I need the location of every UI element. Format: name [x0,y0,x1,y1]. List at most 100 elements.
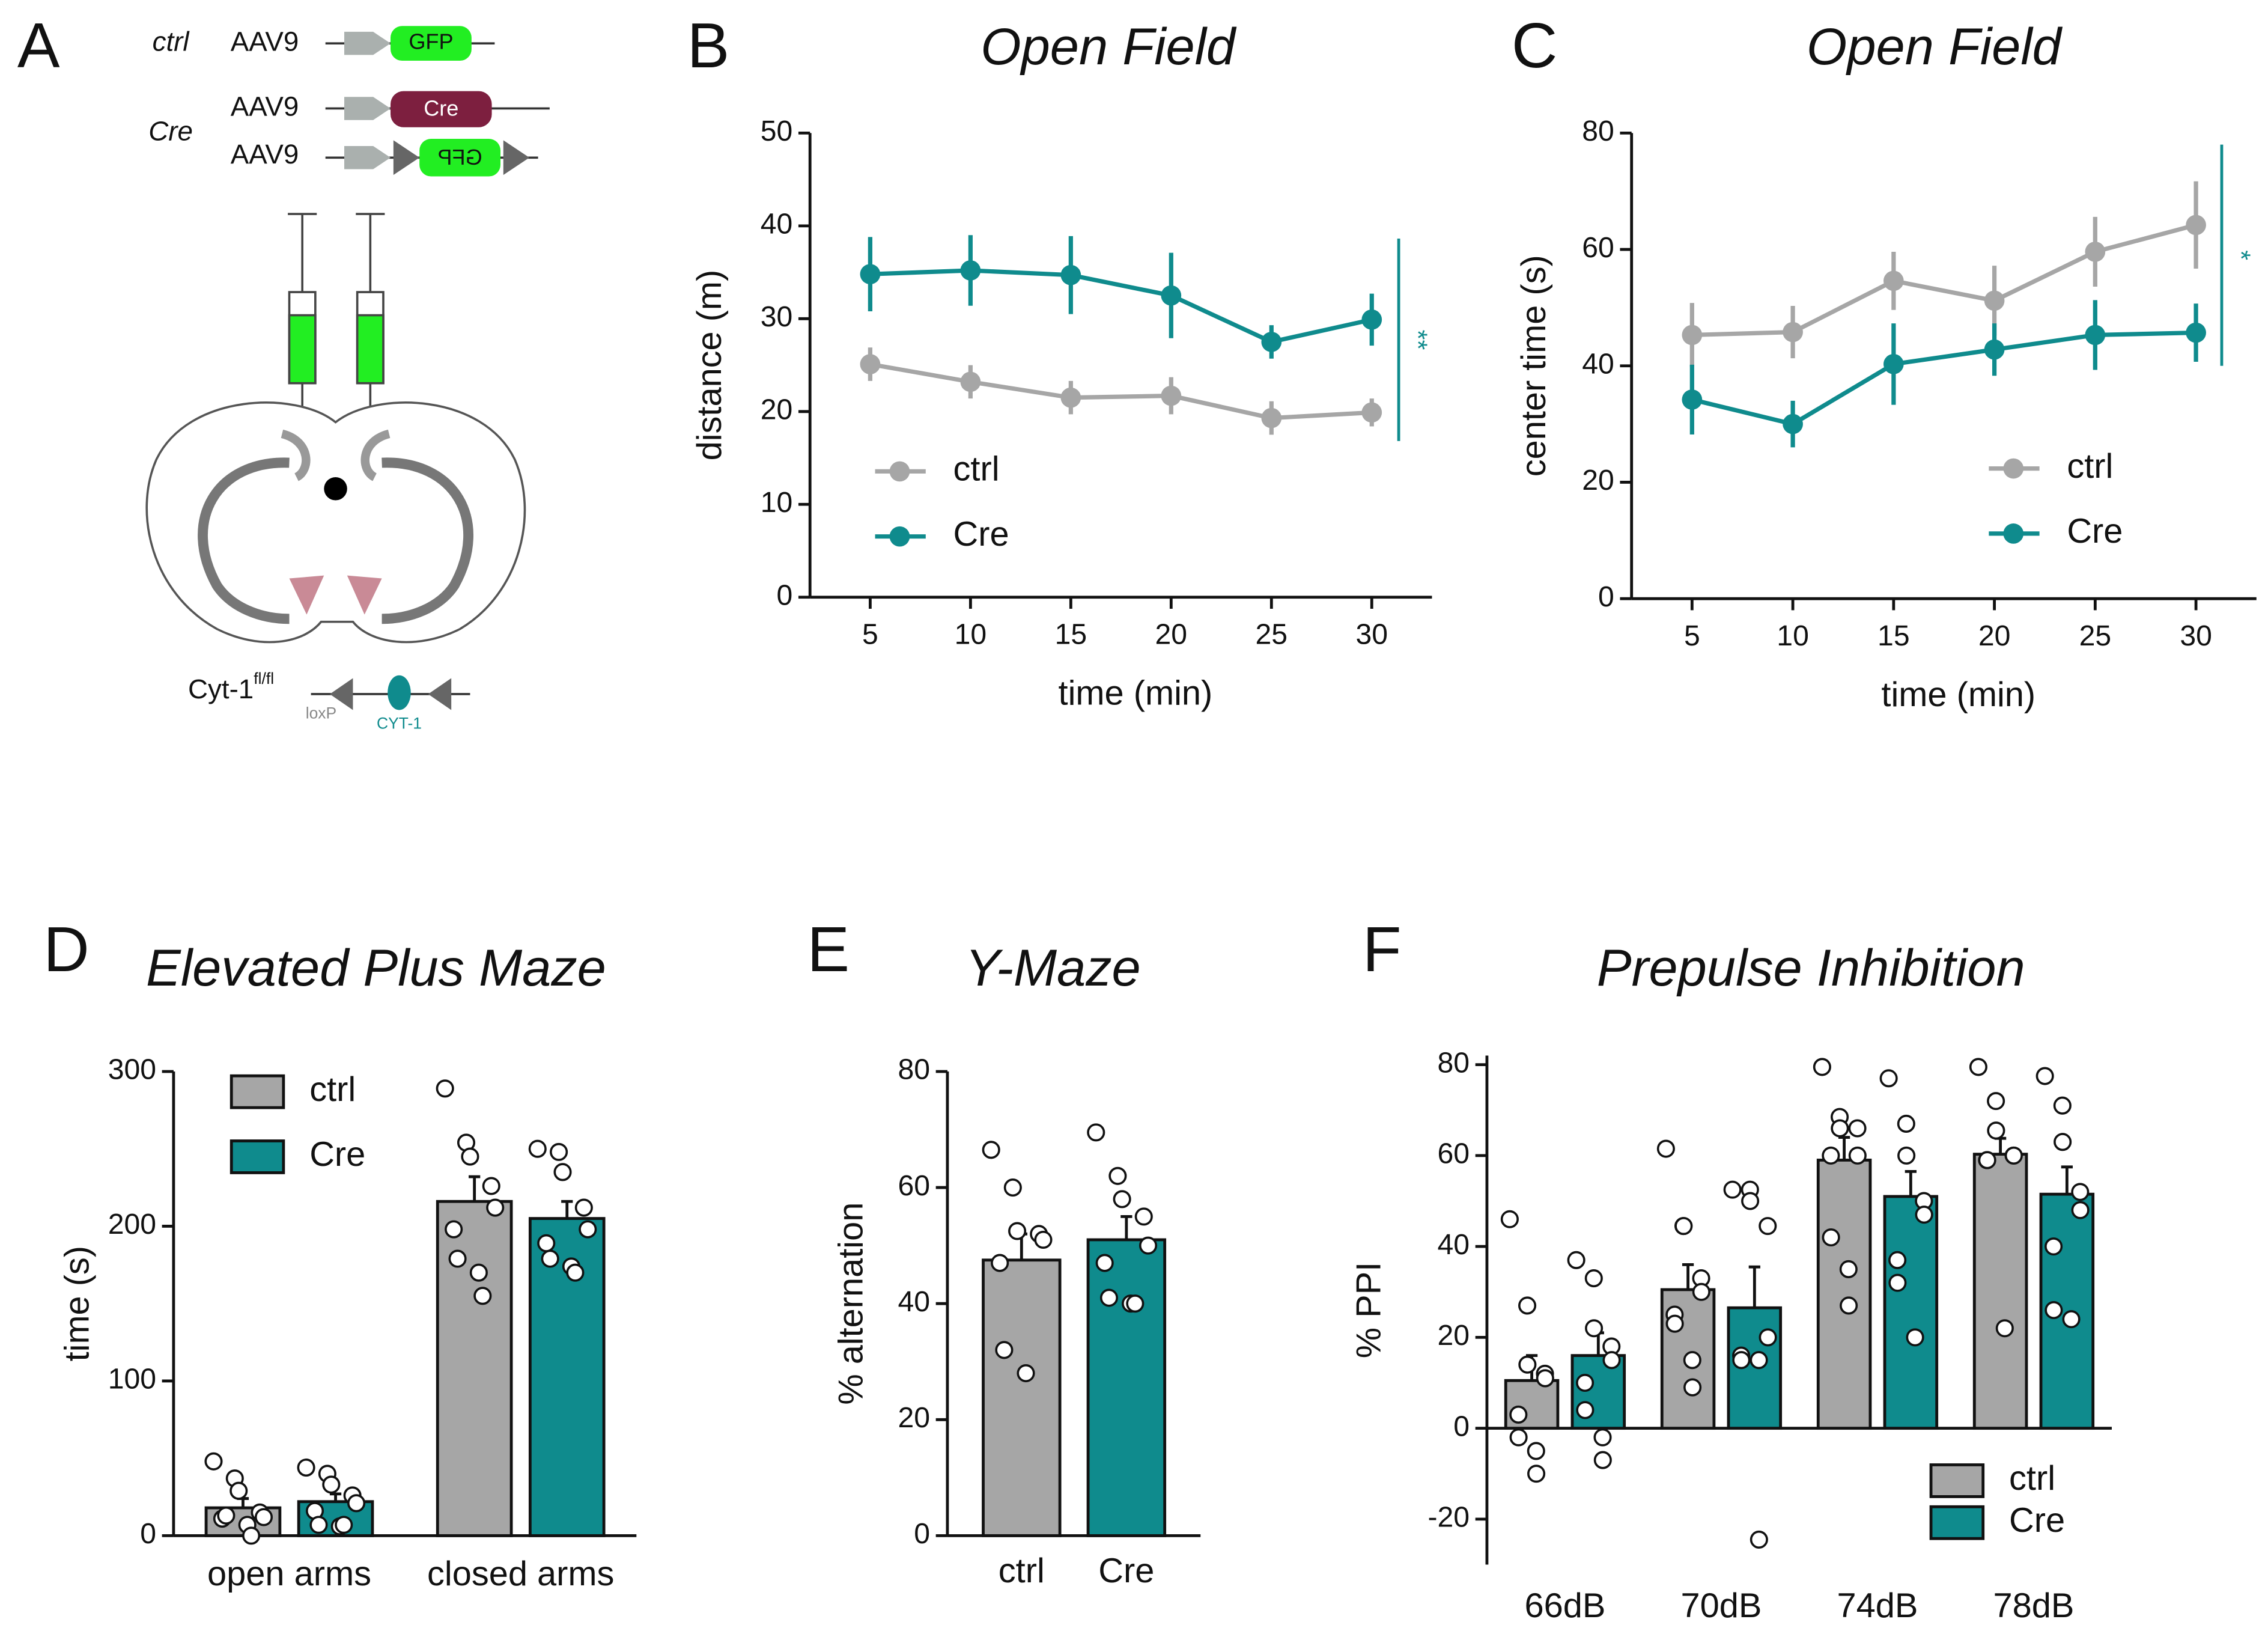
ventricle [281,429,391,481]
individual-point [473,1287,492,1305]
individual-point [1536,1369,1554,1388]
individual-point [1831,1119,1849,1138]
individual-point [1987,1092,2005,1111]
x-tick-label: 15 [1877,620,1910,652]
data-point [1261,407,1282,428]
individual-point [1995,1319,2014,1338]
individual-point [322,1475,341,1494]
individual-point [1888,1251,1907,1269]
individual-point [566,1263,585,1282]
bar [1086,1238,1167,1537]
individual-point [1822,1228,1840,1247]
y-tick-label: 40 [761,208,793,240]
individual-point [469,1263,488,1282]
chart-title: Y-Maze [965,939,1141,997]
promoter [344,97,391,120]
individual-point [448,1249,467,1268]
individual-point [1008,1222,1027,1240]
target-region [289,575,382,615]
y-tick-label: 0 [914,1517,930,1550]
individual-point [982,1141,1000,1159]
category-label: open arms [207,1555,371,1593]
individual-point [1813,1058,1831,1076]
y-tick-label: 10 [761,486,793,519]
bar [528,1217,606,1537]
series-line [870,268,1373,344]
individual-point [995,1341,1014,1359]
legend-label: Cre [309,1135,365,1174]
panel-letter: B [687,10,730,81]
y-axis-label: distance (m) [690,270,729,461]
individual-point [1576,1373,1595,1392]
individual-point [2035,1067,2054,1085]
data-point [1161,385,1182,406]
individual-point [1099,1288,1118,1307]
category-label: 66dB [1524,1587,1605,1625]
individual-point [1602,1351,1621,1370]
individual-point [1003,1178,1022,1197]
y-axis-label: center time (s) [1515,255,1553,477]
individual-point [1978,1151,1996,1169]
y-tick-label: 60 [898,1169,930,1202]
loxp-site [393,140,420,175]
individual-point [1759,1217,1777,1236]
y-tick-label: 80 [898,1053,930,1086]
bar [436,1200,513,1537]
data-point [1682,389,1703,410]
individual-point [1840,1296,1858,1315]
individual-point [2004,1146,2023,1165]
individual-point [1585,1319,1604,1338]
data-point [1261,332,1282,352]
x-tick-label: 25 [2079,620,2112,652]
vector-label: AAV9 [231,139,299,169]
data-point [1361,402,1382,423]
allele-label: Cyt-1fl/fl [188,669,274,704]
category-label: 70dB [1680,1587,1762,1625]
individual-point [1509,1428,1528,1447]
legend-label: ctrl [953,450,1000,489]
y-tick-label: 200 [108,1208,156,1240]
individual-point [579,1220,597,1239]
panel-letter: F [1363,914,1402,985]
individual-point [297,1459,315,1477]
individual-point [1848,1119,1867,1138]
individual-point [1527,1442,1545,1460]
legend-label: ctrl [2009,1459,2055,1498]
hippocampus [382,457,473,624]
series-line [1691,330,2197,427]
data-point [2085,242,2106,262]
insert-label: GFP [409,29,453,54]
individual-point [2045,1237,2063,1256]
individual-point [436,1079,454,1098]
hippocampus [198,457,290,624]
data-point [1682,325,1703,346]
individual-point [1839,1260,1858,1278]
x-tick-label: 5 [862,618,878,650]
category-label: ctrl [999,1552,1045,1590]
legend-label: Cre [2009,1501,2065,1540]
individual-point [1139,1236,1158,1255]
individual-point [1095,1254,1114,1272]
individual-point [2062,1310,2081,1329]
individual-point [541,1249,559,1268]
legend-swatch [1929,1463,1985,1498]
x-tick-label: 10 [1777,620,1809,652]
individual-point [1087,1123,1105,1142]
y-tick-label: 20 [761,394,793,426]
insert-label-inverted: GFP [437,145,482,169]
individual-point [335,1516,353,1534]
landmark [324,477,347,501]
significance-label: * [2226,250,2255,260]
data-point [1060,264,1081,285]
legend-marker [2003,458,2024,479]
insert-label: Cre [424,96,458,120]
y-tick-label: 30 [761,300,793,333]
individual-point [217,1506,236,1525]
individual-point [1732,1351,1751,1370]
individual-point [1683,1351,1701,1370]
data-point [960,371,981,392]
allele-superscript: fl/fl [254,669,274,687]
y-tick-label: 50 [761,115,793,147]
individual-point [1750,1530,1768,1549]
y-tick-label: 60 [1582,231,1614,264]
